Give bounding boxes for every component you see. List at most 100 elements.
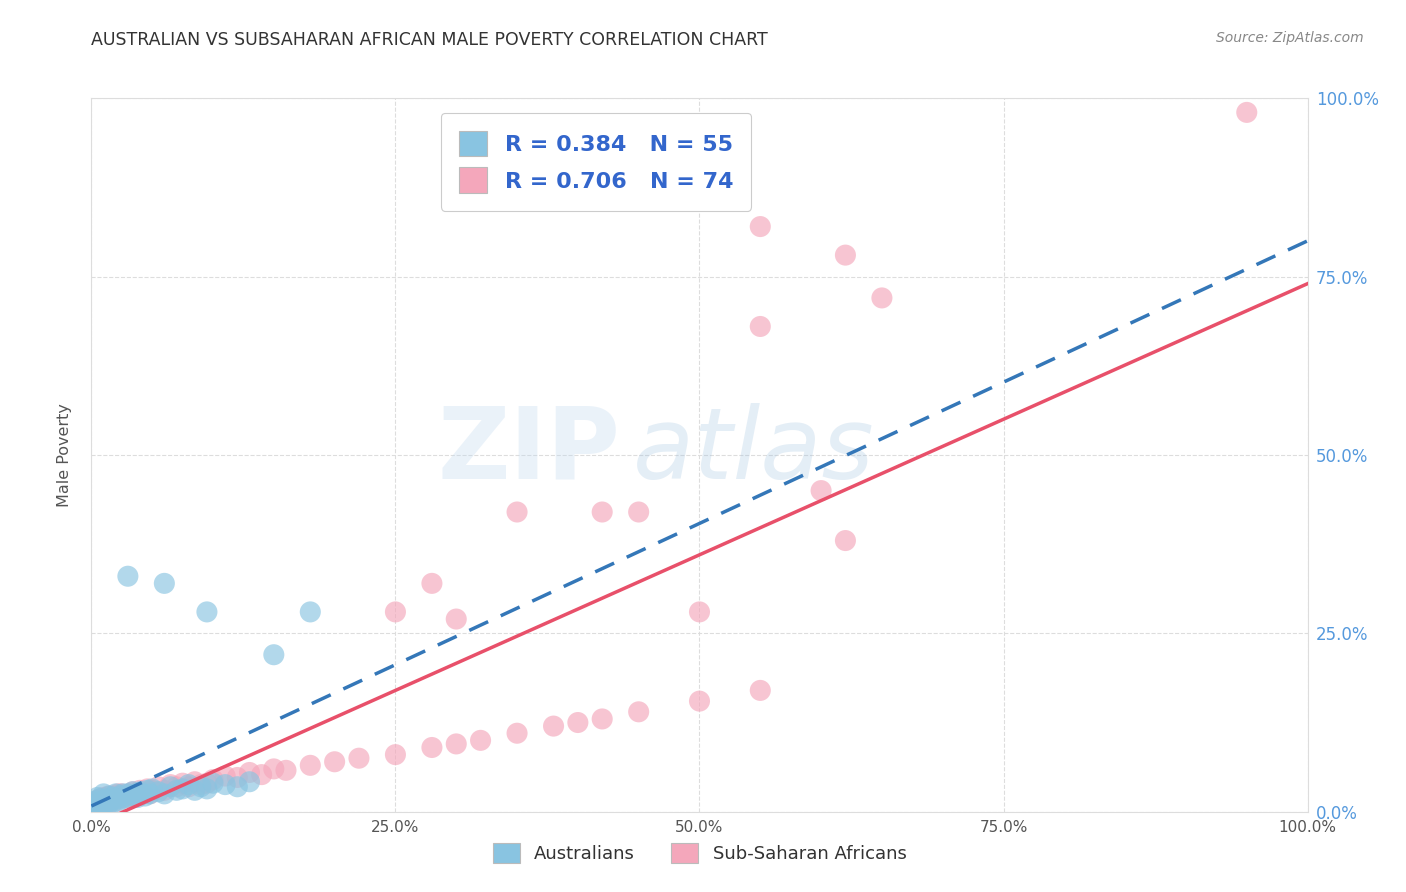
Point [120, 787, 142, 801]
Point [263, 762, 285, 776]
Point [96, 792, 118, 806]
Point [83, 797, 105, 812]
Point [470, 733, 492, 747]
Point [506, 505, 529, 519]
Point [124, 787, 146, 801]
Point [141, 783, 163, 797]
Point [190, 780, 212, 794]
Point [834, 533, 856, 548]
Point [103, 789, 125, 803]
Point [100, 794, 122, 808]
Point [627, 705, 650, 719]
Point [114, 789, 136, 803]
Point [90, 797, 112, 812]
Point [195, 605, 218, 619]
Point [688, 694, 710, 708]
Point [184, 774, 207, 789]
Point [177, 780, 200, 794]
Point [688, 605, 710, 619]
Point [195, 776, 218, 790]
Point [139, 787, 162, 801]
Point [810, 483, 832, 498]
Point [87, 799, 110, 814]
Point [117, 790, 139, 805]
Point [159, 778, 181, 792]
Point [153, 576, 176, 591]
Point [238, 765, 260, 780]
Point [153, 783, 176, 797]
Point [159, 780, 181, 794]
Point [384, 605, 406, 619]
Point [214, 778, 236, 792]
Point [111, 787, 134, 801]
Point [104, 787, 127, 801]
Point [104, 794, 127, 808]
Point [134, 785, 156, 799]
Point [121, 785, 143, 799]
Point [127, 790, 149, 805]
Point [86, 790, 108, 805]
Point [93, 790, 115, 805]
Point [91, 794, 114, 808]
Point [114, 790, 136, 805]
Point [84, 797, 107, 812]
Point [107, 794, 129, 808]
Text: ZIP: ZIP [437, 403, 620, 500]
Point [166, 780, 188, 794]
Point [591, 712, 613, 726]
Point [117, 787, 139, 801]
Point [91, 794, 114, 808]
Y-axis label: Male Poverty: Male Poverty [58, 403, 72, 507]
Point [90, 796, 112, 810]
Point [627, 505, 650, 519]
Point [420, 740, 443, 755]
Point [93, 799, 115, 814]
Point [134, 789, 156, 803]
Point [250, 767, 273, 781]
Point [94, 792, 117, 806]
Point [84, 799, 107, 814]
Point [101, 796, 124, 810]
Point [274, 764, 297, 778]
Point [124, 789, 146, 803]
Point [153, 787, 176, 801]
Point [86, 794, 108, 808]
Point [110, 789, 132, 803]
Point [121, 785, 143, 799]
Point [104, 792, 127, 806]
Point [94, 794, 117, 808]
Point [384, 747, 406, 762]
Point [543, 719, 565, 733]
Text: AUSTRALIAN VS SUBSAHARAN AFRICAN MALE POVERTY CORRELATION CHART: AUSTRALIAN VS SUBSAHARAN AFRICAN MALE PO… [91, 31, 768, 49]
Point [89, 792, 111, 806]
Point [420, 576, 443, 591]
Point [87, 801, 110, 815]
Point [299, 605, 322, 619]
Point [107, 787, 129, 801]
Point [172, 776, 194, 790]
Point [263, 648, 285, 662]
Point [129, 783, 152, 797]
Point [94, 794, 117, 808]
Point [86, 796, 108, 810]
Point [110, 790, 132, 805]
Point [299, 758, 322, 772]
Point [103, 790, 125, 805]
Point [98, 794, 121, 808]
Point [226, 771, 249, 785]
Point [89, 792, 111, 806]
Point [139, 787, 162, 801]
Point [97, 789, 120, 803]
Point [749, 683, 772, 698]
Point [96, 797, 118, 812]
Point [591, 505, 613, 519]
Point [111, 787, 134, 801]
Point [323, 755, 346, 769]
Point [749, 319, 772, 334]
Point [93, 787, 115, 801]
Point [834, 248, 856, 262]
Point [98, 789, 121, 803]
Point [97, 797, 120, 812]
Point [184, 783, 207, 797]
Point [127, 787, 149, 801]
